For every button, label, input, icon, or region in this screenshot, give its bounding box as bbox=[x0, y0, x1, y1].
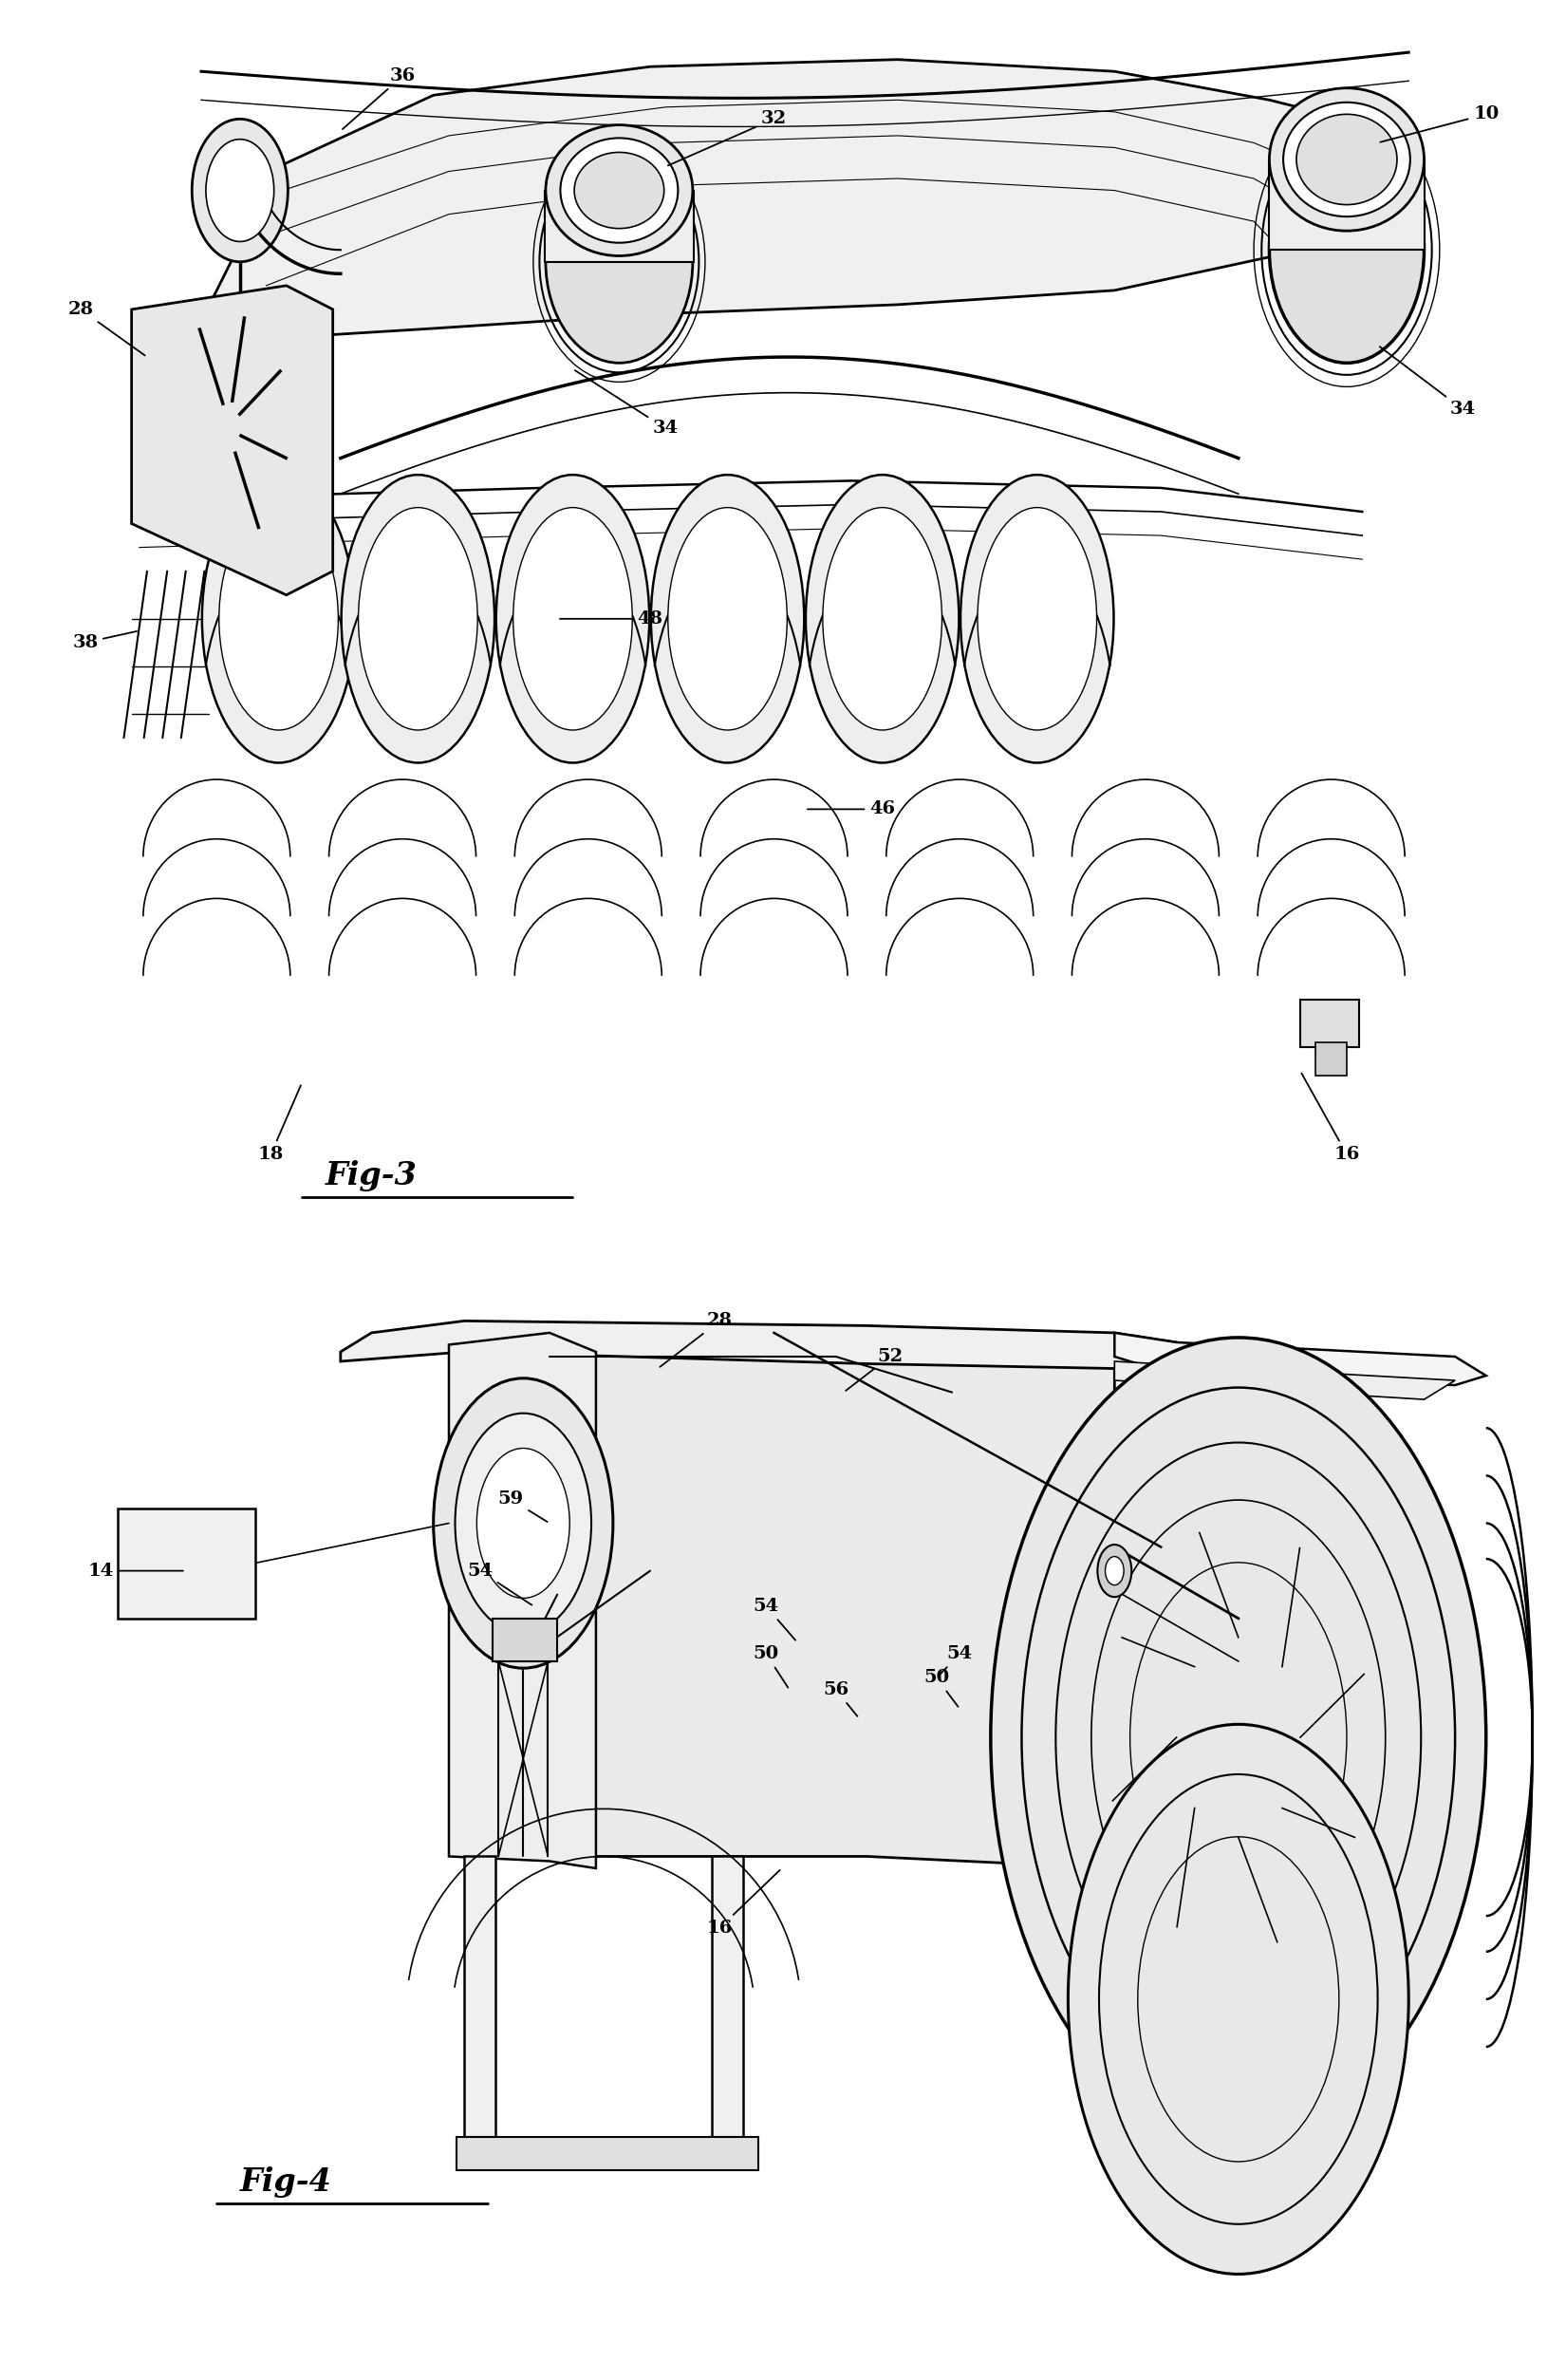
Ellipse shape bbox=[476, 1447, 569, 1599]
Polygon shape bbox=[1299, 1000, 1358, 1047]
Ellipse shape bbox=[990, 1338, 1485, 2137]
Text: 50: 50 bbox=[924, 1668, 958, 1706]
Ellipse shape bbox=[650, 476, 804, 762]
Ellipse shape bbox=[359, 507, 476, 731]
Text: 52: 52 bbox=[845, 1347, 902, 1390]
Text: 54: 54 bbox=[937, 1645, 972, 1676]
Text: Fig-3: Fig-3 bbox=[325, 1159, 416, 1192]
Polygon shape bbox=[464, 1345, 1114, 1868]
Ellipse shape bbox=[667, 507, 786, 731]
Ellipse shape bbox=[1097, 1545, 1131, 1597]
Text: 34: 34 bbox=[574, 371, 678, 438]
Ellipse shape bbox=[804, 476, 959, 762]
Text: 56: 56 bbox=[823, 1680, 857, 1716]
Polygon shape bbox=[1315, 1042, 1346, 1076]
Text: 10: 10 bbox=[1380, 105, 1497, 143]
Ellipse shape bbox=[340, 476, 495, 762]
Text: 32: 32 bbox=[668, 109, 786, 167]
Text: 28: 28 bbox=[659, 1311, 732, 1366]
Polygon shape bbox=[712, 1856, 743, 2166]
Polygon shape bbox=[1114, 1333, 1485, 1385]
Text: 16: 16 bbox=[1301, 1073, 1358, 1164]
Polygon shape bbox=[492, 1618, 557, 1661]
Text: 16: 16 bbox=[707, 1871, 780, 1937]
Ellipse shape bbox=[546, 124, 693, 257]
Text: 28: 28 bbox=[68, 300, 145, 355]
Polygon shape bbox=[155, 60, 1408, 345]
Text: 48: 48 bbox=[560, 609, 662, 628]
Ellipse shape bbox=[1067, 1723, 1408, 2275]
Text: 54: 54 bbox=[467, 1561, 532, 1604]
Ellipse shape bbox=[823, 507, 941, 731]
Ellipse shape bbox=[220, 507, 337, 731]
Ellipse shape bbox=[206, 138, 274, 243]
Ellipse shape bbox=[1269, 88, 1423, 231]
Polygon shape bbox=[1269, 159, 1423, 250]
Polygon shape bbox=[545, 190, 693, 262]
Polygon shape bbox=[340, 1321, 1176, 1368]
Polygon shape bbox=[1114, 1361, 1454, 1399]
Text: 46: 46 bbox=[808, 800, 894, 819]
Ellipse shape bbox=[959, 476, 1114, 762]
Ellipse shape bbox=[1296, 114, 1395, 205]
Text: 18: 18 bbox=[258, 1085, 300, 1164]
Ellipse shape bbox=[514, 507, 631, 731]
Ellipse shape bbox=[192, 119, 288, 262]
Text: 34: 34 bbox=[1378, 347, 1474, 419]
Ellipse shape bbox=[1269, 138, 1423, 364]
Text: 50: 50 bbox=[753, 1645, 787, 1687]
Text: 54: 54 bbox=[753, 1597, 795, 1640]
Text: Fig-4: Fig-4 bbox=[240, 2166, 331, 2199]
Polygon shape bbox=[464, 1856, 495, 2166]
Ellipse shape bbox=[1105, 1557, 1123, 1585]
Ellipse shape bbox=[1282, 102, 1409, 217]
Text: 38: 38 bbox=[73, 631, 136, 652]
Polygon shape bbox=[456, 2137, 758, 2171]
Text: 59: 59 bbox=[498, 1490, 548, 1521]
Ellipse shape bbox=[495, 476, 650, 762]
Ellipse shape bbox=[433, 1378, 613, 1668]
FancyBboxPatch shape bbox=[118, 1509, 255, 1618]
Ellipse shape bbox=[546, 162, 693, 364]
Polygon shape bbox=[131, 286, 333, 595]
Ellipse shape bbox=[574, 152, 664, 228]
Ellipse shape bbox=[978, 507, 1095, 731]
Text: 36: 36 bbox=[342, 67, 415, 129]
Ellipse shape bbox=[201, 476, 356, 762]
Polygon shape bbox=[449, 1333, 596, 1868]
Text: 14: 14 bbox=[88, 1561, 183, 1580]
Ellipse shape bbox=[455, 1414, 591, 1633]
Ellipse shape bbox=[560, 138, 678, 243]
